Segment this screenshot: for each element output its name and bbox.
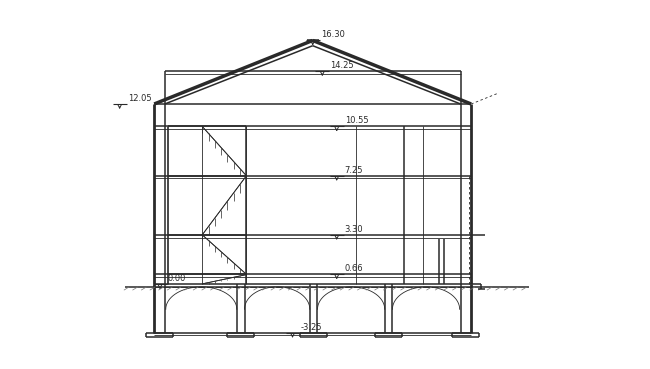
Text: 12.05: 12.05	[127, 94, 151, 103]
Text: -3.25: -3.25	[300, 323, 322, 332]
Text: 14.25: 14.25	[330, 61, 354, 70]
Text: 16.30: 16.30	[320, 31, 344, 39]
Text: 10.55: 10.55	[344, 117, 369, 125]
Text: 0.66: 0.66	[344, 264, 363, 273]
Text: 3.30: 3.30	[344, 225, 363, 234]
Text: 0.00: 0.00	[168, 274, 187, 283]
Text: 7.25: 7.25	[344, 166, 363, 175]
